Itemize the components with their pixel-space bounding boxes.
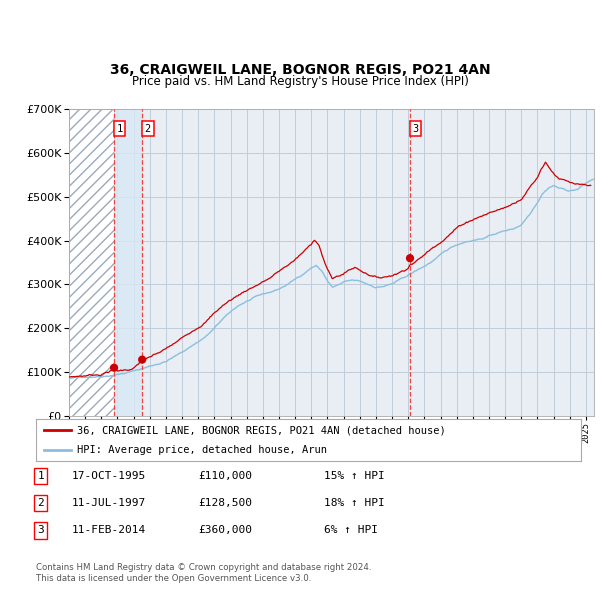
Text: £128,500: £128,500: [198, 499, 252, 508]
Text: 36, CRAIGWEIL LANE, BOGNOR REGIS, PO21 4AN: 36, CRAIGWEIL LANE, BOGNOR REGIS, PO21 4…: [110, 63, 490, 77]
Text: 17-OCT-1995: 17-OCT-1995: [72, 471, 146, 481]
Text: £110,000: £110,000: [198, 471, 252, 481]
Text: 15% ↑ HPI: 15% ↑ HPI: [324, 471, 385, 481]
Text: 11-JUL-1997: 11-JUL-1997: [72, 499, 146, 508]
Text: HPI: Average price, detached house, Arun: HPI: Average price, detached house, Arun: [77, 445, 327, 455]
Text: £360,000: £360,000: [198, 526, 252, 535]
Text: 1: 1: [116, 124, 123, 134]
Text: 18% ↑ HPI: 18% ↑ HPI: [324, 499, 385, 508]
Bar: [114, 109, 142, 416]
Text: 6% ↑ HPI: 6% ↑ HPI: [324, 526, 378, 535]
Point: [137, 355, 147, 365]
Text: 3: 3: [37, 526, 44, 535]
Text: 36, CRAIGWEIL LANE, BOGNOR REGIS, PO21 4AN (detached house): 36, CRAIGWEIL LANE, BOGNOR REGIS, PO21 4…: [77, 425, 446, 435]
Text: 3: 3: [413, 124, 419, 134]
Text: Contains HM Land Registry data © Crown copyright and database right 2024.: Contains HM Land Registry data © Crown c…: [36, 563, 371, 572]
Text: 2: 2: [145, 124, 151, 134]
Text: 2: 2: [37, 499, 44, 508]
Text: 11-FEB-2014: 11-FEB-2014: [72, 526, 146, 535]
Text: Price paid vs. HM Land Registry's House Price Index (HPI): Price paid vs. HM Land Registry's House …: [131, 76, 469, 88]
Text: 1: 1: [37, 471, 44, 481]
Text: This data is licensed under the Open Government Licence v3.0.: This data is licensed under the Open Gov…: [36, 574, 311, 583]
Point: [109, 363, 119, 372]
Bar: [69, 109, 114, 416]
Point: [405, 254, 415, 263]
